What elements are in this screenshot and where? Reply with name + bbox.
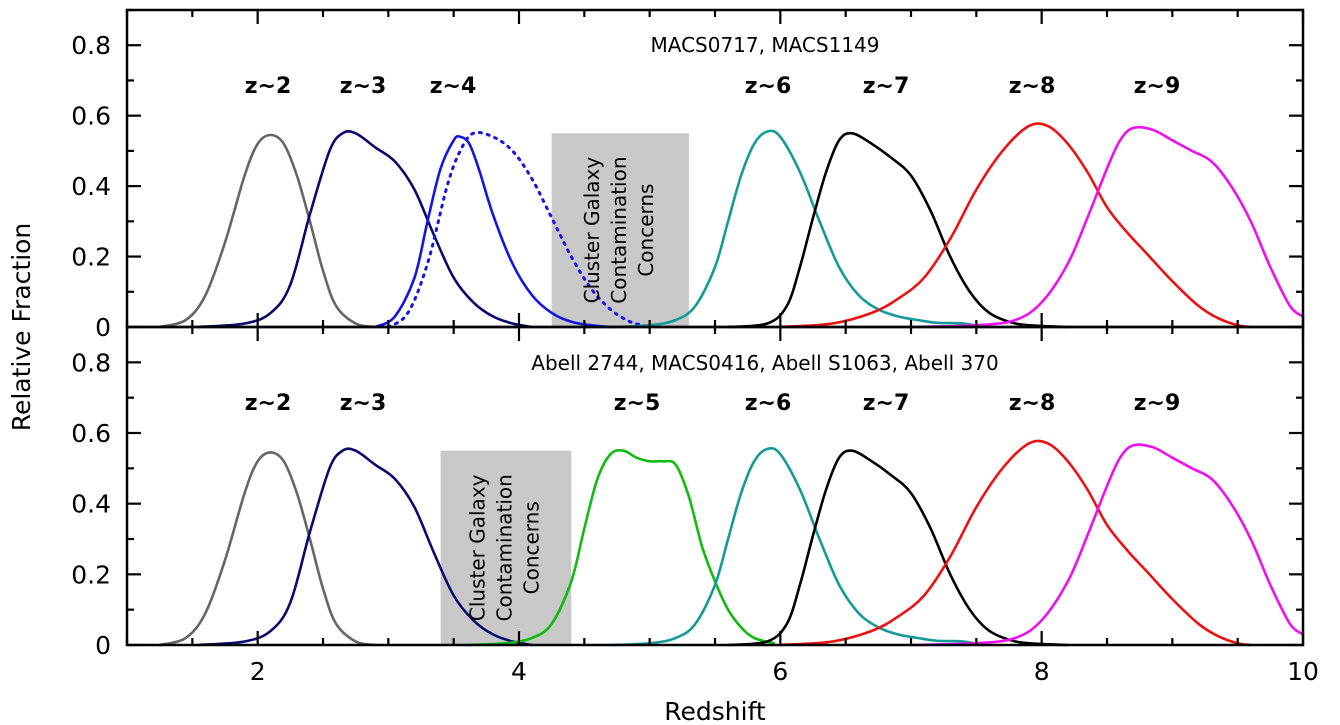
contamination-label-line: Concerns bbox=[519, 501, 543, 594]
y-tick-label: 0.8 bbox=[71, 31, 111, 60]
series-label: z~3 bbox=[340, 74, 387, 99]
series-label: z~5 bbox=[614, 391, 661, 416]
series-label: z~6 bbox=[745, 391, 792, 416]
x-tick-label: 4 bbox=[511, 657, 527, 686]
y-tick-label: 0 bbox=[95, 313, 111, 342]
series-curve bbox=[779, 439, 1252, 647]
series-curve bbox=[374, 134, 612, 329]
x-axis-title: Redshift bbox=[664, 697, 766, 725]
series-label: z~7 bbox=[863, 74, 910, 99]
x-tick-label: 8 bbox=[1034, 657, 1050, 686]
series-label: z~9 bbox=[1134, 391, 1181, 416]
series-curve bbox=[465, 449, 776, 647]
y-tick-label: 0.6 bbox=[71, 102, 111, 131]
series-label: z~4 bbox=[430, 74, 477, 99]
series-label: z~3 bbox=[340, 391, 387, 416]
panel-title: MACS0717, MACS1149 bbox=[650, 33, 879, 57]
x-tick-label: 2 bbox=[250, 657, 266, 686]
series-label: z~7 bbox=[863, 391, 910, 416]
series-label: z~8 bbox=[1009, 391, 1056, 416]
series-label: z~8 bbox=[1009, 74, 1056, 99]
series-curve bbox=[609, 446, 985, 647]
y-tick-label: 0.8 bbox=[71, 348, 111, 377]
series-curve bbox=[909, 443, 1305, 647]
frame-layer bbox=[125, 8, 1305, 647]
y-tick-label: 0.4 bbox=[71, 490, 111, 519]
curves-layer bbox=[158, 122, 1305, 647]
y-tick-label: 0.2 bbox=[71, 243, 111, 272]
contamination-label-line: Cluster Galaxy bbox=[580, 157, 604, 304]
contamination-label-line: Contamination bbox=[607, 156, 631, 303]
panel-title: Abell 2744, MACS0416, Abell S1063, Abell… bbox=[531, 351, 998, 375]
y-tick-label: 0.4 bbox=[71, 172, 111, 201]
y-tick-label: 0.6 bbox=[71, 419, 111, 448]
y-tick-label: 0.2 bbox=[71, 560, 111, 589]
series-label: z~9 bbox=[1134, 74, 1181, 99]
series-label: z~6 bbox=[745, 74, 792, 99]
contamination-label-line: Contamination bbox=[492, 474, 516, 621]
panel-frame bbox=[125, 8, 1305, 329]
series-label: z~2 bbox=[245, 74, 292, 99]
series-curve bbox=[197, 447, 534, 647]
y-axis-title: Relative Fraction bbox=[7, 223, 36, 432]
x-tick-label: 10 bbox=[1287, 657, 1319, 686]
series-curve bbox=[158, 133, 377, 329]
contamination-region bbox=[440, 450, 572, 645]
contamination-label-line: Concerns bbox=[634, 184, 658, 277]
contamination-region bbox=[551, 133, 689, 327]
shaded-regions-layer bbox=[440, 133, 689, 645]
series-curve-dotted bbox=[386, 130, 652, 329]
series-curve bbox=[909, 125, 1305, 329]
x-tick-label: 6 bbox=[772, 657, 788, 686]
series-label: z~2 bbox=[245, 391, 292, 416]
series-curve bbox=[158, 451, 377, 647]
y-tick-label: 0 bbox=[95, 631, 111, 660]
series-curve bbox=[726, 131, 1070, 329]
series-curve bbox=[726, 449, 1070, 647]
series-curve bbox=[197, 129, 534, 329]
series-curve bbox=[609, 129, 985, 329]
series-curve bbox=[779, 122, 1252, 329]
contamination-label-line: Cluster Galaxy bbox=[465, 474, 489, 621]
